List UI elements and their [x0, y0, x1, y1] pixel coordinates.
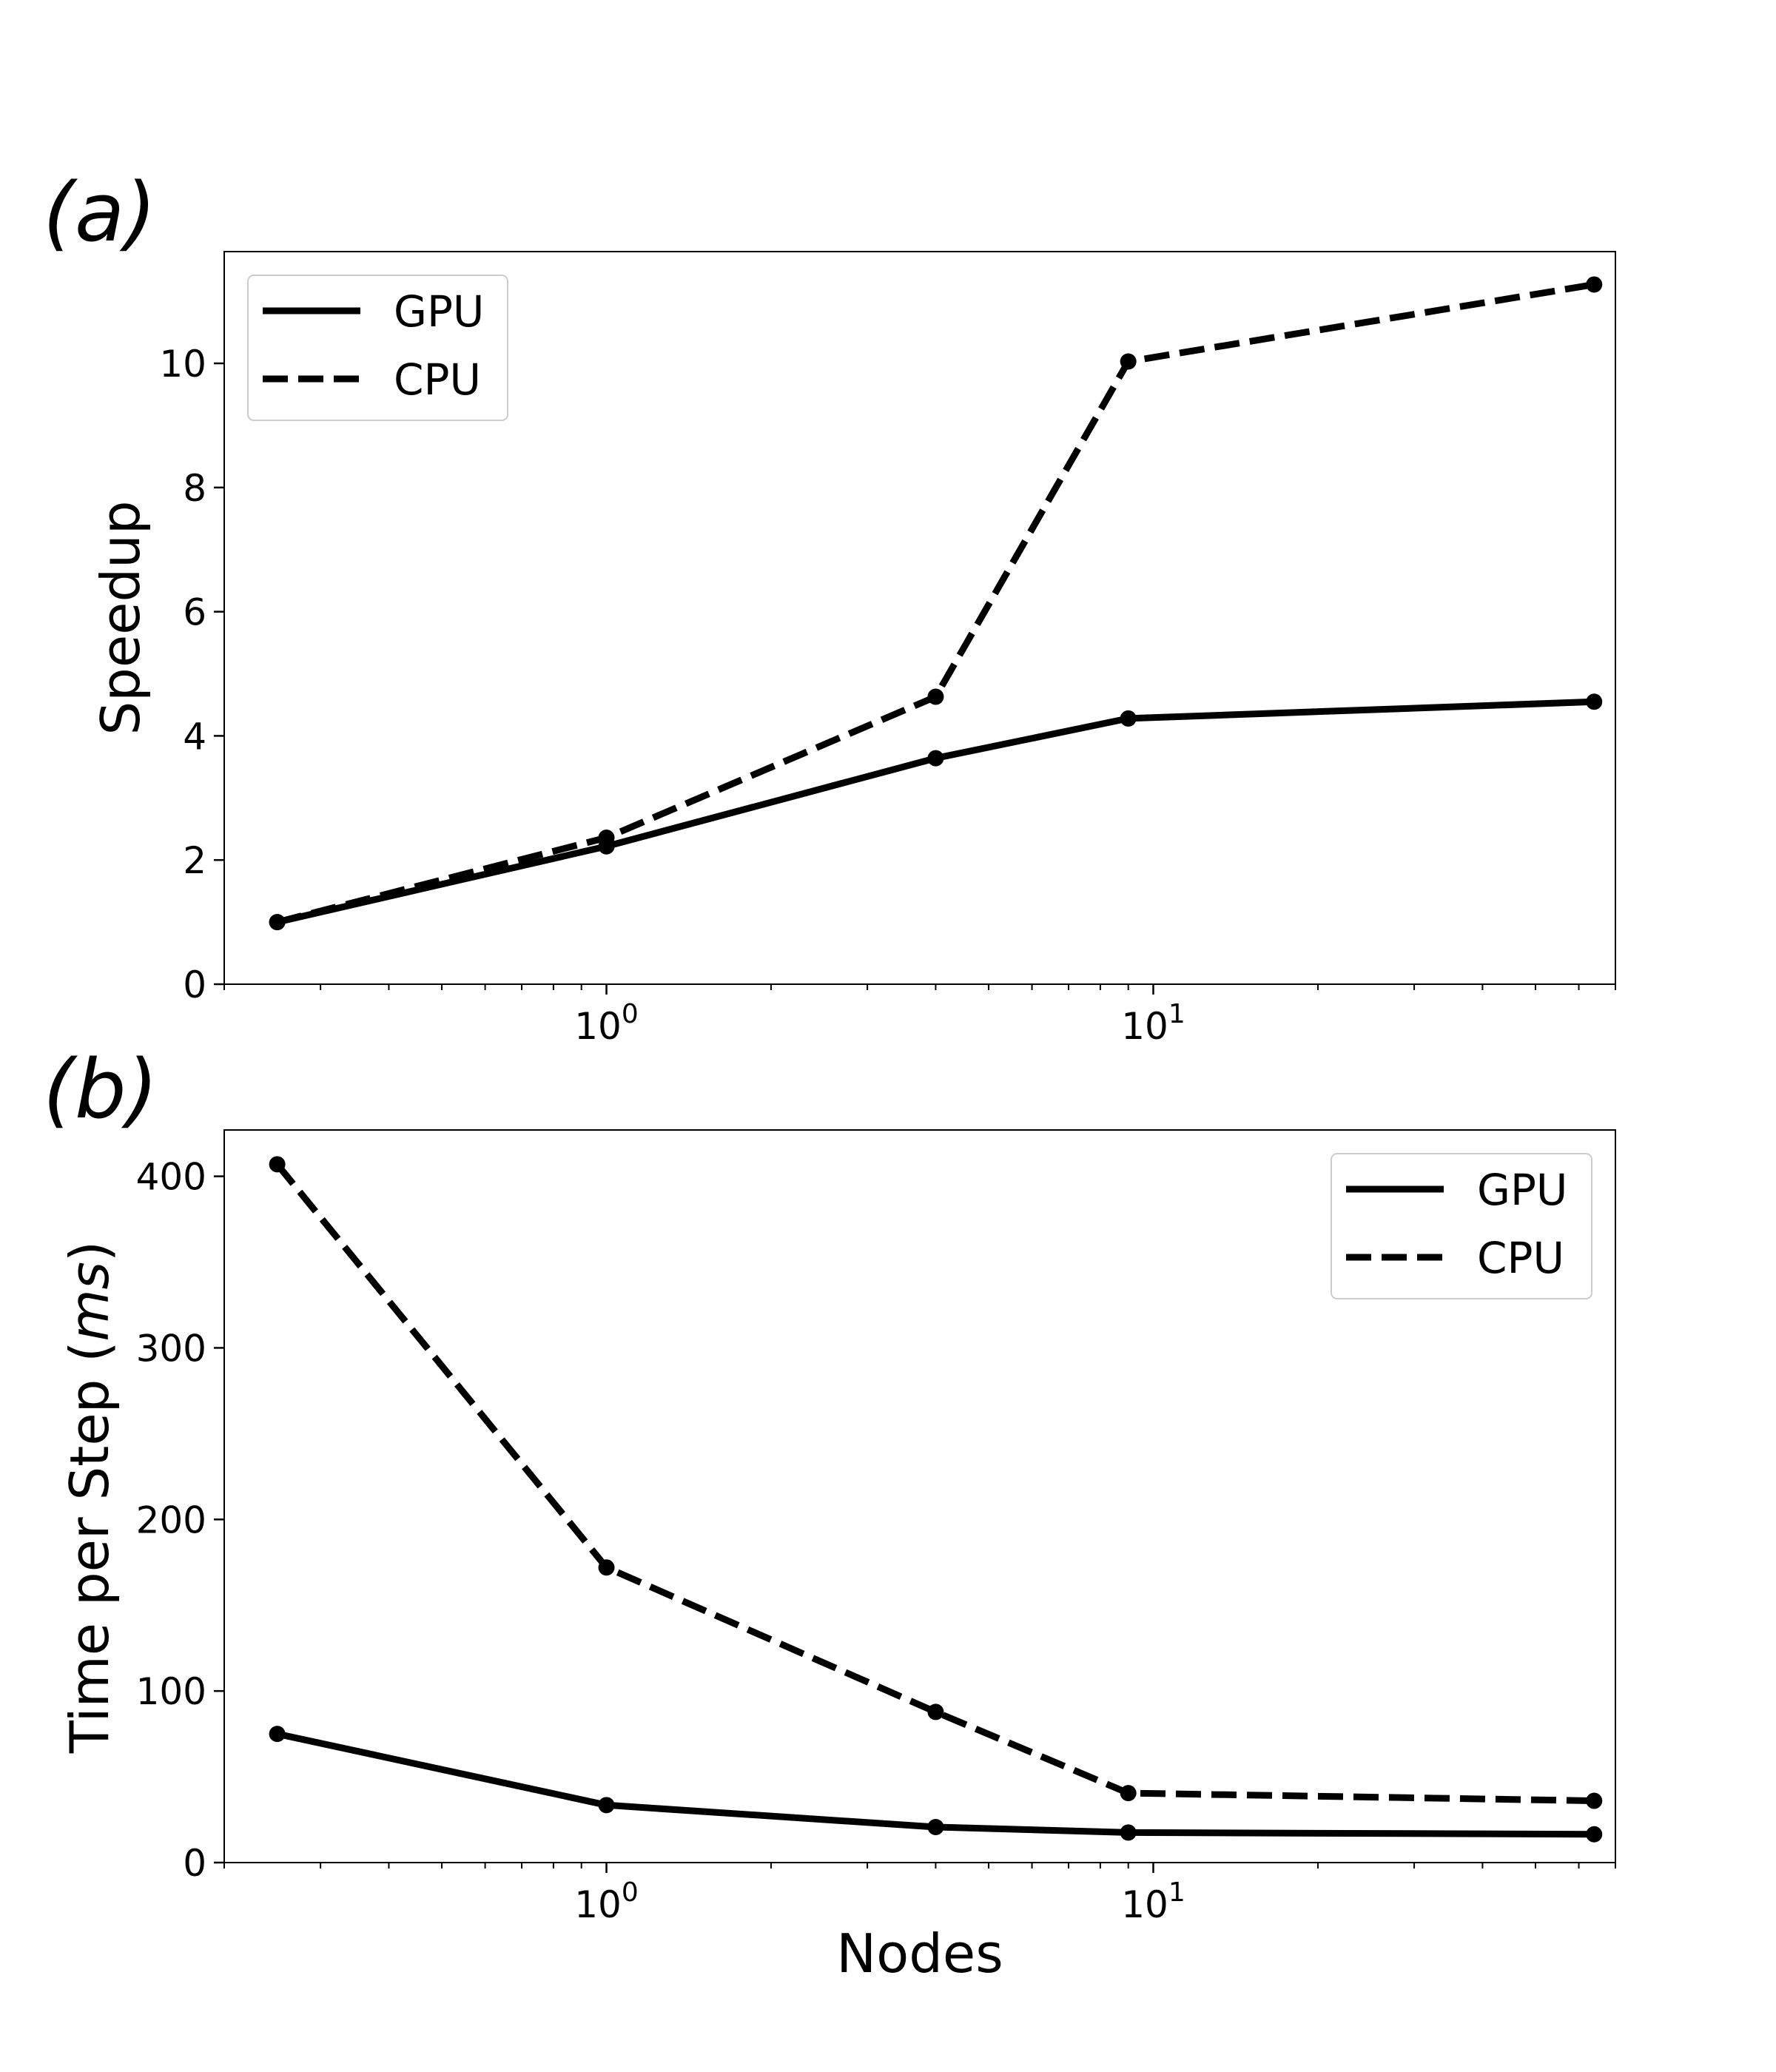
- panel-b-legend: GPU CPU: [1331, 1153, 1592, 1299]
- y-tick-label: 0: [183, 963, 206, 1006]
- panel-b-y-axis-label: Time per Step (ms): [58, 1241, 121, 1754]
- data-point-cpu: [598, 1559, 615, 1576]
- y-tick-label: 6: [183, 591, 206, 634]
- x-tick-base: 10: [574, 1883, 622, 1926]
- data-point-gpu: [1586, 693, 1603, 710]
- series-line-gpu: [276, 698, 1595, 926]
- data-point-gpu: [1120, 710, 1137, 727]
- panel-a-label: (a): [43, 165, 156, 260]
- panel-b-x-axis-label: Nodes: [836, 1923, 1003, 1985]
- data-point-cpu: [1586, 1792, 1603, 1809]
- y-tick-label: 10: [159, 343, 206, 386]
- panel-a-legend: GPU CPU: [247, 275, 508, 421]
- panel-b-plot-frame: [223, 1129, 1616, 1863]
- data-point-cpu: [269, 914, 286, 931]
- y-tick-label: 200: [136, 1498, 206, 1541]
- y-tick-label: 4: [183, 715, 206, 758]
- panel-a-y-ticks: 0 2 4 6 8 10: [159, 343, 224, 1006]
- panel-a-series: [269, 276, 1603, 931]
- y-tick-label: 8: [183, 467, 206, 510]
- panel-b-series: [269, 1156, 1603, 1843]
- legend-gpu-label: GPU: [394, 286, 484, 337]
- panel-a-y-axis-label: Speedup: [90, 500, 152, 735]
- data-point-cpu: [1120, 353, 1137, 370]
- y-tick-label: 2: [183, 839, 206, 882]
- panel-b-label: (b): [43, 1042, 158, 1137]
- x-tick-exponent: 1: [1168, 999, 1185, 1029]
- legend-gpu-label: GPU: [1477, 1165, 1567, 1215]
- panel-b-x-ticks: 100 101: [223, 1863, 1616, 1926]
- data-point-gpu: [1120, 1824, 1137, 1841]
- y-label-close: ): [58, 1241, 121, 1262]
- x-tick-label: 100: [574, 999, 639, 1048]
- legend-cpu-label: CPU: [1477, 1233, 1564, 1283]
- x-tick-label: 101: [1121, 999, 1185, 1048]
- legend-cpu-label: CPU: [394, 354, 481, 405]
- y-tick-label: 400: [136, 1156, 206, 1199]
- y-label-italic: ms: [58, 1262, 121, 1342]
- x-tick-base: 10: [574, 1005, 622, 1048]
- x-tick-label: 100: [574, 1877, 639, 1926]
- data-point-gpu: [598, 1797, 615, 1814]
- data-point-gpu: [269, 1726, 286, 1743]
- data-point-gpu: [927, 1819, 944, 1836]
- y-tick-label: 300: [136, 1327, 206, 1370]
- y-label-plain: Time per Step (: [58, 1342, 121, 1755]
- data-point-cpu: [927, 688, 944, 705]
- data-point-cpu: [598, 830, 615, 846]
- series-line-cpu: [275, 1162, 1595, 1804]
- x-tick-exponent: 0: [622, 1877, 639, 1908]
- data-point-gpu: [927, 750, 944, 767]
- x-tick-exponent: 0: [622, 999, 639, 1029]
- panel-a-x-ticks: 100 101: [223, 984, 1616, 1048]
- data-point-cpu: [1120, 1785, 1137, 1802]
- data-point-cpu: [1586, 276, 1603, 293]
- x-tick-label: 101: [1121, 1877, 1185, 1926]
- data-point-cpu: [927, 1703, 944, 1720]
- x-tick-exponent: 1: [1168, 1877, 1185, 1908]
- data-point-gpu: [1586, 1826, 1603, 1843]
- panel-b-y-ticks: 0 100 200 300 400: [136, 1156, 224, 1885]
- x-tick-base: 10: [1121, 1883, 1168, 1926]
- x-tick-base: 10: [1121, 1005, 1168, 1048]
- data-point-cpu: [269, 1156, 286, 1173]
- panel-a-plot-frame: [223, 251, 1616, 985]
- y-tick-label: 0: [183, 1842, 206, 1885]
- y-tick-label: 100: [136, 1670, 206, 1713]
